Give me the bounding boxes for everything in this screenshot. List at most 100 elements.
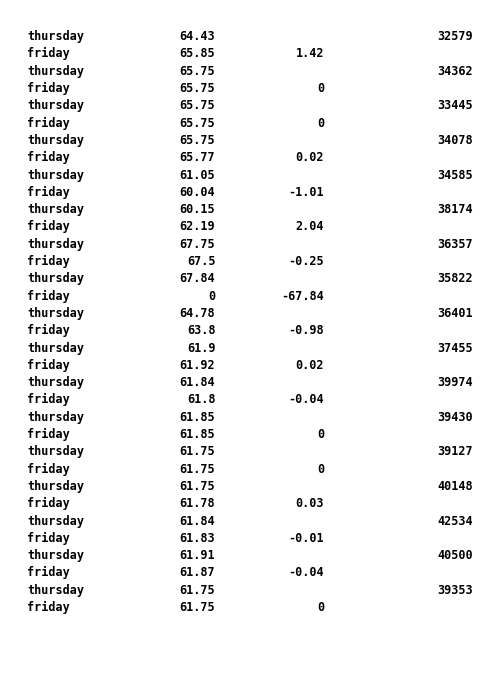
Text: friday: friday [27, 255, 70, 268]
Text: 65.75: 65.75 [180, 82, 215, 95]
Text: thursday: thursday [27, 584, 84, 596]
Text: 32579: 32579 [437, 30, 473, 43]
Text: 0: 0 [317, 601, 324, 614]
Text: thursday: thursday [27, 65, 84, 78]
Text: 33445: 33445 [437, 100, 473, 112]
Text: friday: friday [27, 567, 70, 580]
Text: 67.5: 67.5 [187, 255, 215, 268]
Text: 0: 0 [317, 117, 324, 129]
Text: friday: friday [27, 497, 70, 510]
Text: 0: 0 [208, 290, 215, 303]
Text: 61.84: 61.84 [180, 514, 215, 528]
Text: thursday: thursday [27, 342, 84, 354]
Text: 60.04: 60.04 [180, 186, 215, 199]
Text: 61.75: 61.75 [180, 584, 215, 596]
Text: -0.04: -0.04 [289, 393, 324, 406]
Text: 61.85: 61.85 [180, 411, 215, 424]
Text: -67.84: -67.84 [282, 290, 324, 303]
Text: 2.04: 2.04 [296, 221, 324, 233]
Text: -0.04: -0.04 [289, 567, 324, 580]
Text: 65.75: 65.75 [180, 134, 215, 147]
Text: 61.87: 61.87 [180, 567, 215, 580]
Text: 1.42: 1.42 [296, 47, 324, 61]
Text: thursday: thursday [27, 514, 84, 528]
Text: 64.43: 64.43 [180, 30, 215, 43]
Text: 62.19: 62.19 [180, 221, 215, 233]
Text: 0.02: 0.02 [296, 151, 324, 164]
Text: thursday: thursday [27, 411, 84, 424]
Text: 61.05: 61.05 [180, 168, 215, 182]
Text: 40148: 40148 [437, 480, 473, 493]
Text: thursday: thursday [27, 134, 84, 147]
Text: thursday: thursday [27, 272, 84, 285]
Text: 65.85: 65.85 [180, 47, 215, 61]
Text: 34078: 34078 [437, 134, 473, 147]
Text: 65.77: 65.77 [180, 151, 215, 164]
Text: friday: friday [27, 393, 70, 406]
Text: 36401: 36401 [437, 307, 473, 320]
Text: 64.78: 64.78 [180, 307, 215, 320]
Text: friday: friday [27, 324, 70, 338]
Text: 65.75: 65.75 [180, 117, 215, 129]
Text: 67.84: 67.84 [180, 272, 215, 285]
Text: 61.75: 61.75 [180, 463, 215, 475]
Text: friday: friday [27, 290, 70, 303]
Text: 0: 0 [317, 463, 324, 475]
Text: thursday: thursday [27, 307, 84, 320]
Text: 40500: 40500 [437, 549, 473, 562]
Text: 61.75: 61.75 [180, 445, 215, 459]
Text: 61.91: 61.91 [180, 549, 215, 562]
Text: 34362: 34362 [437, 65, 473, 78]
Text: friday: friday [27, 359, 70, 372]
Text: 38174: 38174 [437, 203, 473, 216]
Text: thursday: thursday [27, 203, 84, 216]
Text: 35822: 35822 [437, 272, 473, 285]
Text: 34585: 34585 [437, 168, 473, 182]
Text: friday: friday [27, 221, 70, 233]
Text: 0.03: 0.03 [296, 497, 324, 510]
Text: 61.84: 61.84 [180, 376, 215, 389]
Text: -1.01: -1.01 [289, 186, 324, 199]
Text: thursday: thursday [27, 238, 84, 251]
Text: 61.85: 61.85 [180, 428, 215, 441]
Text: -0.98: -0.98 [289, 324, 324, 338]
Text: friday: friday [27, 463, 70, 475]
Text: 39353: 39353 [437, 584, 473, 596]
Text: 61.75: 61.75 [180, 601, 215, 614]
Text: friday: friday [27, 151, 70, 164]
Text: 0.02: 0.02 [296, 359, 324, 372]
Text: -0.01: -0.01 [289, 532, 324, 545]
Text: friday: friday [27, 47, 70, 61]
Text: thursday: thursday [27, 480, 84, 493]
Text: 61.92: 61.92 [180, 359, 215, 372]
Text: friday: friday [27, 532, 70, 545]
Text: 39974: 39974 [437, 376, 473, 389]
Text: 39430: 39430 [437, 411, 473, 424]
Text: 61.78: 61.78 [180, 497, 215, 510]
Text: friday: friday [27, 186, 70, 199]
Text: thursday: thursday [27, 445, 84, 459]
Text: friday: friday [27, 601, 70, 614]
Text: 60.15: 60.15 [180, 203, 215, 216]
Text: 42534: 42534 [437, 514, 473, 528]
Text: 61.75: 61.75 [180, 480, 215, 493]
Text: friday: friday [27, 82, 70, 95]
Text: 65.75: 65.75 [180, 65, 215, 78]
Text: 67.75: 67.75 [180, 238, 215, 251]
Text: 36357: 36357 [437, 238, 473, 251]
Text: thursday: thursday [27, 376, 84, 389]
Text: friday: friday [27, 117, 70, 129]
Text: friday: friday [27, 428, 70, 441]
Text: thursday: thursday [27, 549, 84, 562]
Text: 39127: 39127 [437, 445, 473, 459]
Text: thursday: thursday [27, 30, 84, 43]
Text: 61.83: 61.83 [180, 532, 215, 545]
Text: 63.8: 63.8 [187, 324, 215, 338]
Text: 37455: 37455 [437, 342, 473, 354]
Text: 0: 0 [317, 82, 324, 95]
Text: 0: 0 [317, 428, 324, 441]
Text: thursday: thursday [27, 168, 84, 182]
Text: -0.25: -0.25 [289, 255, 324, 268]
Text: thursday: thursday [27, 100, 84, 112]
Text: 61.9: 61.9 [187, 342, 215, 354]
